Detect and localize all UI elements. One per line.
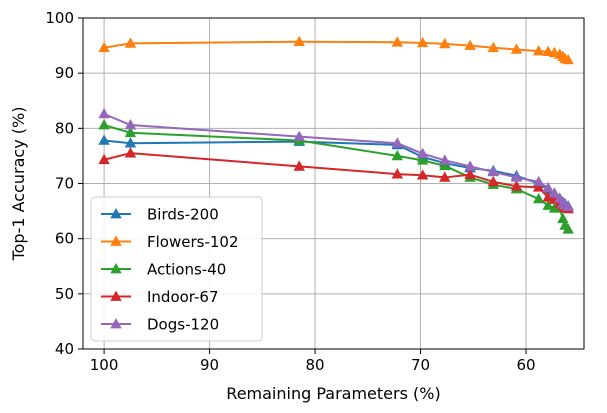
legend-item: Birds-200 [101,206,219,224]
data-point [542,191,554,202]
legend-marker [110,318,122,329]
data-point [391,168,404,179]
legend-label: Birds-200 [147,206,219,224]
data-point [98,119,110,130]
series-Actions-40 [98,119,574,234]
data-point [293,130,305,141]
data-point [98,153,110,165]
data-point [416,154,429,165]
x-tick-label: 70 [411,356,430,374]
y-tick-label: 70 [55,175,74,193]
series-Flowers-102 [98,35,574,65]
data-point [557,212,569,224]
data-point [391,149,404,161]
x-tick-label: 60 [516,356,535,374]
legend-label: Actions-40 [147,261,226,279]
legend: Birds-200 Flowers-102 Actions-40 Indoor-67 D… [90,196,263,342]
legend-label: Indoor-67 [147,288,219,306]
data-point [98,41,110,53]
legend-item: Actions-40 [101,261,226,279]
data-point [124,126,137,138]
series-line [103,124,569,230]
data-point [439,154,451,165]
data-point [532,45,545,56]
data-point [124,147,137,158]
data-point [532,181,545,192]
data-point [562,200,574,211]
data-point [487,165,499,177]
legend-label: Dogs-120 [147,316,219,334]
data-point [98,107,110,119]
data-point [416,169,429,180]
legend-box [90,196,263,342]
legend-label: Flowers-102 [147,233,239,251]
series-lines [98,35,574,234]
data-point [416,36,429,48]
data-point [416,147,429,159]
data-point [510,180,523,191]
data-point [464,160,476,171]
data-point [532,175,545,187]
data-point [510,171,523,182]
legend-item: Indoor-67 [101,288,219,306]
data-point [532,192,545,204]
data-point [98,134,110,145]
axis-ticks: 100 90 80 70 60 40 50 60 70 80 90 100 [45,9,535,374]
legend-item: Dogs-120 [101,316,219,334]
data-point [439,37,451,49]
y-tick-label: 80 [55,119,74,137]
data-point [391,36,404,47]
data-point [391,137,404,148]
data-point [439,159,451,171]
series-line [103,40,569,61]
y-tick-label: 100 [45,9,74,27]
y-tick-label: 50 [55,285,74,303]
data-point [124,37,137,48]
data-point [464,39,476,50]
legend-marker [110,290,122,301]
y-tick-label: 40 [55,340,74,358]
data-point [464,168,476,179]
data-point [562,223,574,234]
legend-marker [110,208,122,219]
data-point [124,137,137,148]
x-tick-label: 80 [305,356,324,374]
legend-marker [110,235,122,246]
data-point [487,41,499,53]
data-point [293,160,305,171]
data-point [510,43,523,54]
data-point [487,175,499,187]
data-point [439,171,451,182]
y-tick-label: 60 [55,230,74,248]
legend-marker [110,263,122,274]
data-point [562,53,574,65]
data-point [548,187,561,198]
series-Dogs-120 [98,107,574,211]
x-tick-label: 90 [200,356,219,374]
x-axis-label: Remaining Parameters (%) [226,384,440,403]
y-tick-label: 90 [55,64,74,82]
x-tick-label: 100 [90,356,119,374]
legend-item: Flowers-102 [101,233,239,251]
y-axis-label: Top-1 Accuracy (%) [9,107,28,262]
data-point [293,35,305,47]
data-point [542,199,554,210]
data-point [542,181,554,193]
data-point [124,119,137,130]
